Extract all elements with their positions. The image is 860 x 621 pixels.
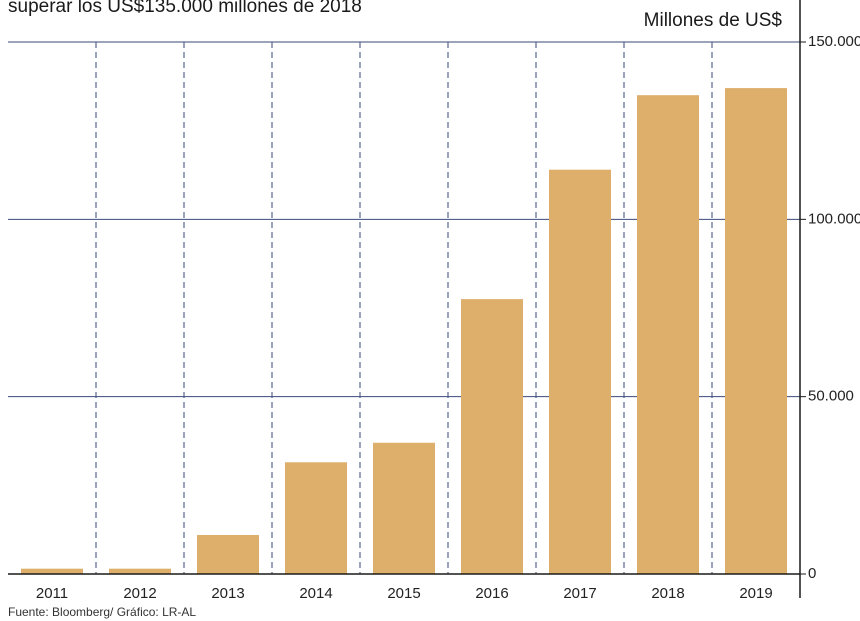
- y-tick-label: 100.000: [808, 210, 860, 227]
- x-tick-label: 2015: [387, 585, 420, 602]
- x-tick-label: 2011: [36, 585, 68, 602]
- bar-2012: [109, 568, 171, 574]
- y-tick-labels: 0 50.000 100.000 150.000: [808, 33, 860, 582]
- x-tick-label: 2016: [475, 585, 508, 602]
- x-tick-label: 2017: [563, 585, 596, 602]
- category-separators: [95, 42, 713, 574]
- bar-2015: [373, 442, 435, 574]
- source-note: Fuente: Bloomberg/ Gráfico: LR-AL: [8, 605, 197, 619]
- chart-subtitle: superar los US$135.000 millones de 2018: [8, 0, 362, 17]
- unit-label: Millones de US$: [643, 10, 782, 31]
- x-tick-label: 2018: [651, 585, 684, 602]
- x-tick-label: 2012: [123, 585, 156, 602]
- bars: [21, 88, 787, 575]
- x-tick-label: 2019: [739, 585, 772, 602]
- y-tick-label: 50.000: [808, 388, 854, 405]
- bar-2011: [21, 568, 83, 574]
- bar-2017: [549, 169, 611, 574]
- x-tick-label: 2014: [299, 585, 332, 602]
- bar-2016: [461, 299, 523, 574]
- y-tick-label: 0: [808, 565, 816, 582]
- y-tick-label: 150.000: [808, 33, 860, 50]
- axes: [8, 0, 806, 598]
- bar-2013: [197, 534, 259, 574]
- bar-2019: [725, 88, 787, 575]
- bar-2018: [637, 95, 699, 574]
- x-tick-labels: 2011 2012 2013 2014 2015 2016 2017 2018 2019: [36, 585, 773, 602]
- x-tick-label: 2013: [211, 585, 244, 602]
- bar-2014: [285, 462, 347, 574]
